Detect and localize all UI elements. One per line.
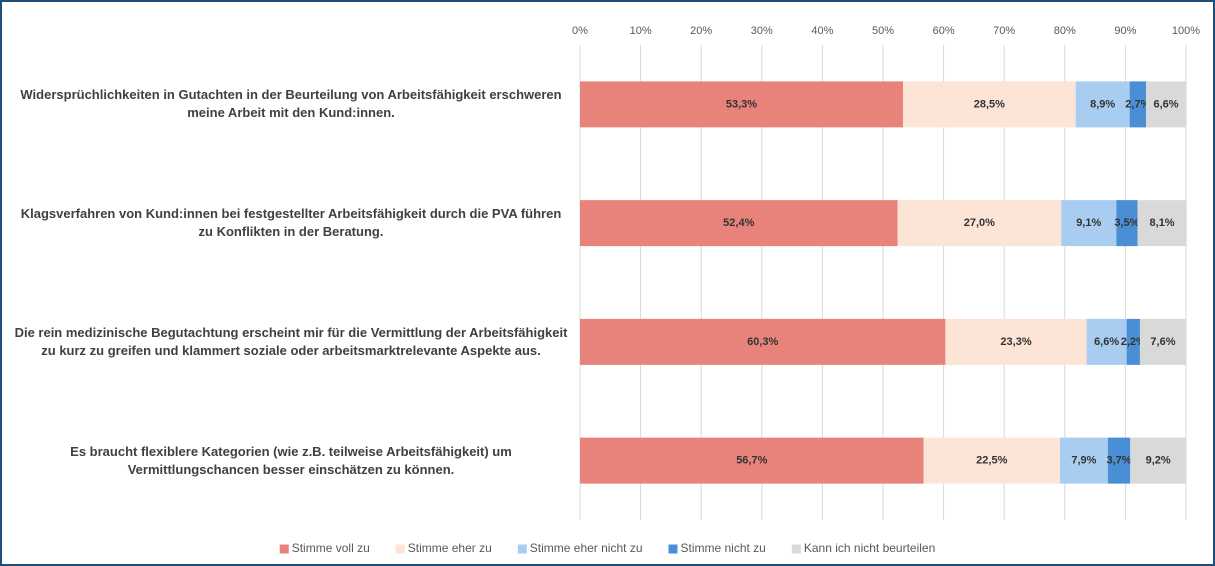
x-tick-label: 0%	[572, 25, 588, 37]
bar-segment	[1129, 81, 1147, 128]
bar-segment	[580, 437, 924, 484]
legend-label: Stimme eher nicht zu	[530, 541, 643, 555]
value-label: 7,6%	[1150, 336, 1175, 348]
value-label: 28,5%	[974, 98, 1005, 110]
bar-segment	[580, 318, 946, 365]
value-label: 52,4%	[723, 217, 754, 229]
value-label: 56,7%	[736, 455, 767, 467]
legend-swatch	[517, 544, 527, 554]
bar-segment	[1107, 437, 1131, 484]
legend-label: Stimme voll zu	[292, 541, 370, 555]
category-label: Die rein medizinische Begutachtung ersch…	[14, 324, 568, 358]
bar-segment	[1130, 437, 1186, 484]
value-label: 8,9%	[1090, 98, 1115, 110]
bar-segment	[945, 318, 1087, 365]
x-tick-label: 30%	[751, 25, 773, 37]
category-label: Widersprüchlichkeiten in Gutachten in de…	[20, 87, 562, 121]
bar-segment	[1075, 81, 1130, 128]
value-label: 7,9%	[1071, 455, 1096, 467]
value-label: 8,1%	[1150, 217, 1175, 229]
x-tick-label: 40%	[811, 25, 833, 37]
bar-segment	[902, 81, 1076, 128]
legend-label: Stimme eher zu	[408, 541, 492, 555]
legend: Stimme voll zu Stimme eher zu Stimme eher …	[279, 541, 935, 555]
value-label: 9,2%	[1146, 455, 1171, 467]
bar-segment	[1116, 200, 1138, 247]
category-label: Es braucht flexiblere Kategorien (wie z.…	[70, 443, 512, 477]
x-tick-label: 80%	[1054, 25, 1076, 37]
value-label: 60,3%	[747, 336, 778, 348]
legend-swatch	[279, 544, 289, 554]
value-label: 23,3%	[1000, 336, 1031, 348]
value-label: 27,0%	[964, 217, 995, 229]
legend-swatch	[668, 544, 678, 554]
x-tick-label: 90%	[1114, 25, 1136, 37]
value-label: 53,3%	[726, 98, 757, 110]
value-label: 2,2%	[1121, 336, 1146, 348]
value-label: 2,7%	[1125, 98, 1150, 110]
legend-label: Stimme nicht zu	[681, 541, 766, 555]
value-label: 22,5%	[976, 455, 1007, 467]
legend-label: Kann ich nicht beurteilen	[804, 541, 935, 555]
bar-segment	[1126, 318, 1140, 365]
bar-segment	[1061, 200, 1117, 247]
bar-segment	[580, 200, 898, 247]
value-label: 6,6%	[1153, 98, 1178, 110]
x-tick-label: 100%	[1172, 25, 1200, 37]
x-tick-label: 60%	[933, 25, 955, 37]
value-label: 9,1%	[1076, 217, 1101, 229]
x-tick-label: 20%	[690, 25, 712, 37]
category-label: Klagsverfahren von Kund:innen bei festge…	[20, 206, 562, 240]
bar-segment	[1086, 318, 1127, 365]
bar-segment	[1139, 318, 1186, 365]
value-label: 6,6%	[1094, 336, 1119, 348]
x-tick-label: 10%	[630, 25, 652, 37]
bar-segment	[580, 81, 903, 128]
legend-swatch	[395, 544, 405, 554]
value-label: 3,7%	[1106, 455, 1131, 467]
bar-segment	[923, 437, 1060, 484]
bar-segment	[1137, 200, 1187, 247]
x-tick-label: 50%	[872, 25, 894, 37]
bar-segment	[1059, 437, 1108, 484]
bar-segment	[897, 200, 1062, 247]
value-label: 3,5%	[1114, 217, 1139, 229]
x-tick-label: 70%	[993, 25, 1015, 37]
bar-segment	[1146, 81, 1186, 128]
legend-swatch	[791, 544, 801, 554]
